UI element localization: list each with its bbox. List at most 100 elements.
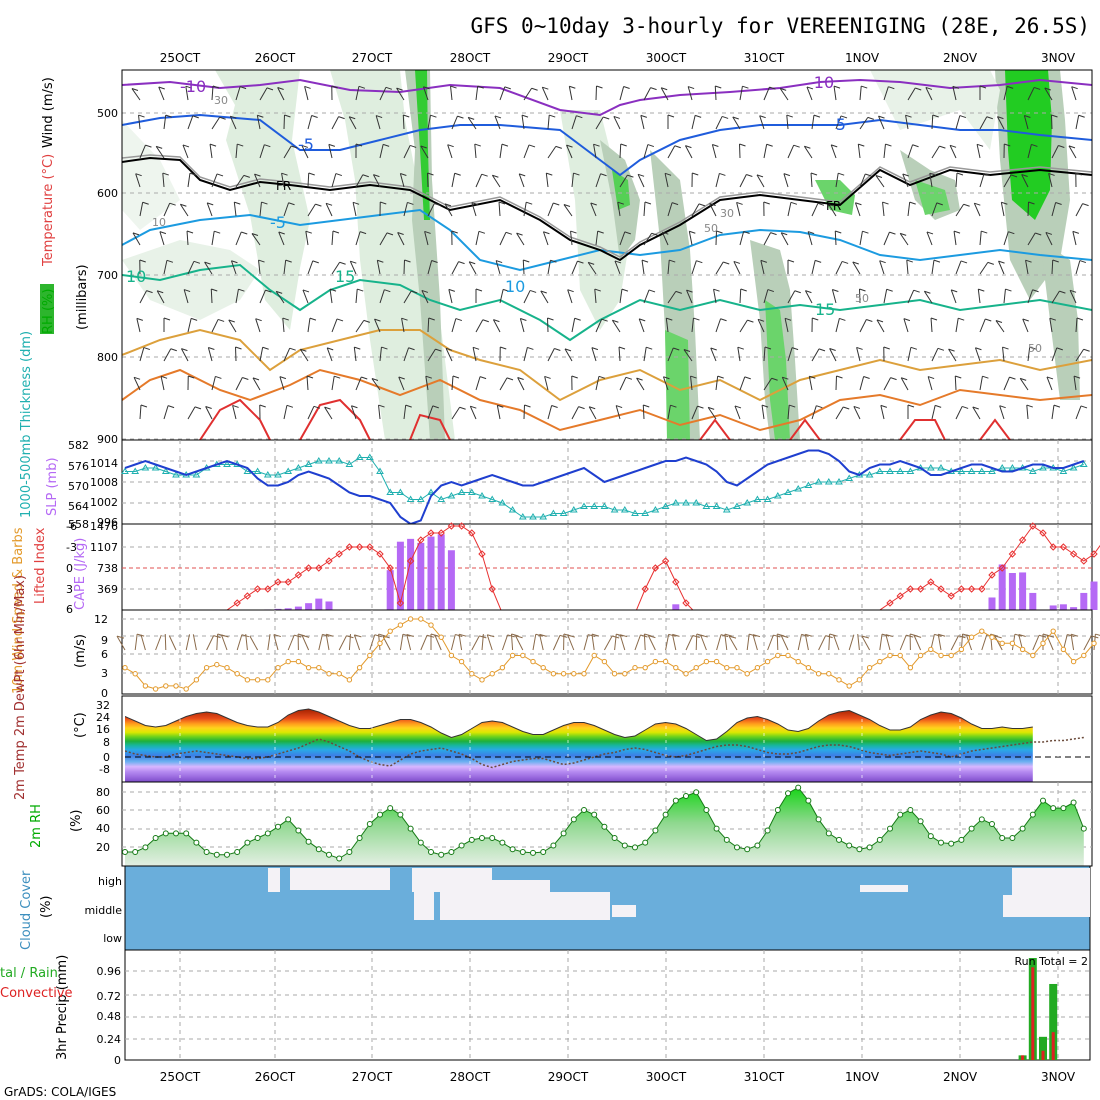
wind-barb [165, 634, 166, 650]
rh-point [469, 837, 474, 842]
rh-tick: 80 [96, 786, 110, 799]
wind-speed-point [317, 665, 321, 669]
rh-point [775, 808, 780, 813]
rh-tick: 20 [96, 841, 110, 854]
rh-point [1061, 806, 1066, 811]
meteogram: GFS 0~10day 3-hourly for VEREENIGING (28… [0, 0, 1100, 1100]
wind-unit-label: (m/s) [73, 634, 88, 668]
temp-tick: -8 [99, 763, 110, 776]
rh-point [265, 831, 270, 836]
temp-yticks: 32 24 16 8 0 -8 [96, 699, 110, 776]
rh-point [694, 790, 699, 795]
slp-tick: 1008 [90, 476, 118, 489]
rh-tick: 60 [96, 804, 110, 817]
rh-point [1000, 836, 1005, 841]
date-tick-top: 2NOV [943, 51, 978, 65]
contour-label: -5 [298, 135, 314, 154]
wind-speed-point [582, 672, 586, 676]
wind-yticks: 12 9 6 3 0 [94, 613, 108, 700]
cloud-block [1012, 868, 1090, 896]
rh-point [337, 856, 342, 861]
wind-speed-point [327, 672, 331, 676]
wind-speed-point [255, 678, 259, 682]
cape-bar [407, 539, 414, 610]
rh-point [194, 840, 199, 845]
wind-speed-point [663, 659, 667, 663]
date-tick-bottom: 3NOV [1041, 1070, 1076, 1084]
rh-point [745, 847, 750, 852]
rh-point [174, 831, 179, 836]
date-tick-top: 25OCT [160, 51, 201, 65]
wind-speed-point [623, 672, 627, 676]
wind-speed-point [592, 653, 596, 657]
cloud-level-middle: middle [84, 904, 122, 917]
cloud-block [1003, 895, 1090, 917]
wind-speed-point [184, 687, 188, 691]
wind-speed-point [164, 684, 168, 688]
wind-speed-point [878, 659, 882, 663]
precip-total-legend: tal / Rain [0, 966, 58, 981]
date-tick-bottom: 31OCT [744, 1070, 785, 1084]
rh-point [296, 828, 301, 833]
wind-speed-point [174, 684, 178, 688]
rh-point [541, 850, 546, 855]
rh-point [398, 812, 403, 817]
rh-point [316, 847, 321, 852]
contour-label: -5 [270, 213, 286, 232]
contour-label: FR [826, 199, 841, 213]
rh-point [449, 850, 454, 855]
rh-point [510, 847, 515, 852]
cape-bar [438, 534, 445, 610]
wind-speed-point [235, 672, 239, 676]
contour-label: FR [276, 179, 291, 193]
wind-speed-point [694, 665, 698, 669]
rh-point [551, 843, 556, 848]
lifted-tick: 0 [66, 562, 73, 575]
rh-yticks: 80 60 40 20 [96, 786, 110, 854]
wind-barb [777, 634, 778, 650]
wind-speed-point [949, 653, 953, 657]
rh-point [735, 845, 740, 850]
slp-tick: 1014 [90, 457, 118, 470]
rh-point [327, 852, 332, 857]
rh-point [1020, 826, 1025, 831]
wind-speed-point [225, 665, 229, 669]
wind-speed-point [419, 617, 423, 621]
wind-speed-point [194, 678, 198, 682]
date-labels-bottom: 25OCT 26OCT 27OCT 28OCT 29OCT 30OCT 31OCT 1NOV 2… [160, 1070, 1076, 1084]
temp-unit-label: (°C) [73, 712, 88, 738]
slp-tick: 1002 [90, 496, 118, 509]
wind-speed-point [388, 629, 392, 633]
wind-speed-point [1092, 641, 1096, 645]
precip-tick: 0.96 [97, 965, 122, 978]
lifted-cape-panel: -6 -3 0 3 6 1476 1107 738 369 Lifted Ind… [33, 520, 1100, 616]
rh-point [286, 817, 291, 822]
rh-point [908, 808, 913, 813]
wind-speed-point [1071, 659, 1075, 663]
lifted-index-axis-label: Lifted Index [33, 527, 48, 604]
contour-label: 50 [855, 292, 869, 305]
wind-speed-point [674, 665, 678, 669]
wind-speed-point [500, 665, 504, 669]
cloud-block [480, 880, 550, 892]
wind-speed-point [368, 653, 372, 657]
upper-yticks: 500 600 700 800 900 [97, 107, 118, 446]
precip-tick: 0.24 [97, 1033, 122, 1046]
cape-bar [1080, 593, 1087, 610]
convective-bar [1052, 1032, 1055, 1060]
cloud-block [860, 885, 908, 892]
wind-barb [696, 634, 697, 650]
wind-speed-point [531, 659, 535, 663]
rh-point [418, 840, 423, 845]
wind-speed-point [1000, 641, 1004, 645]
convective-bar [1042, 1051, 1045, 1060]
wind-speed-point [449, 653, 453, 657]
rh-point [582, 808, 587, 813]
rh-point [1010, 836, 1015, 841]
wind-speed-point [1020, 647, 1024, 651]
wind-speed-point [806, 665, 810, 669]
contour-label: 15 [815, 300, 835, 319]
wind-tick: 6 [101, 648, 108, 661]
cape-bar [1009, 573, 1016, 610]
cape-bar [672, 604, 679, 610]
